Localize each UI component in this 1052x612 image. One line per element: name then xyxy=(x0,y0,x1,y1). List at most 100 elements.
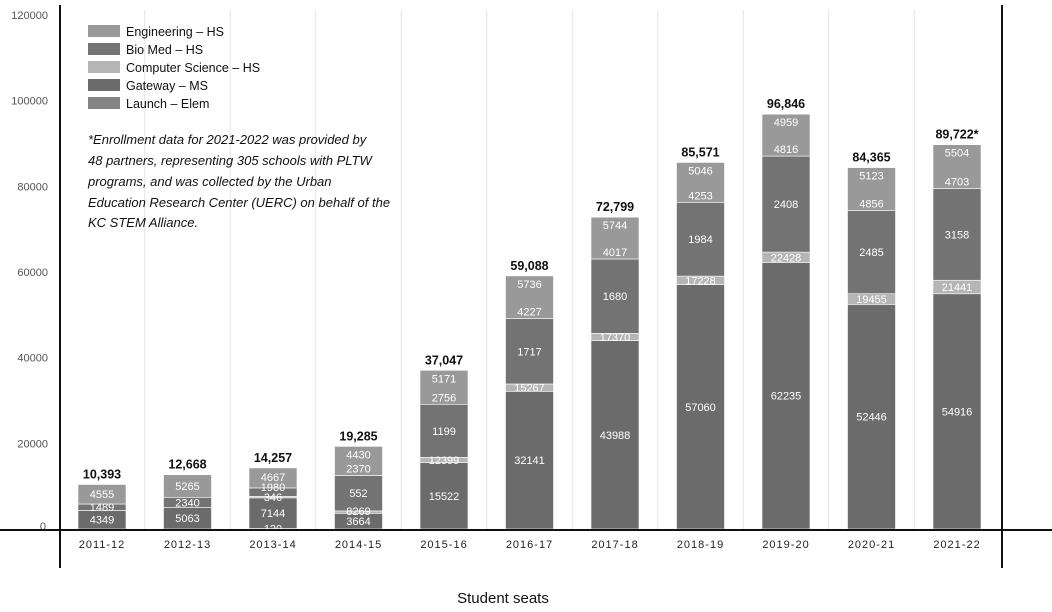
segment-value-label: 22428 xyxy=(771,252,802,264)
bar-total-label: 72,799 xyxy=(596,200,634,214)
segment-value-label: 2370 xyxy=(346,464,370,476)
segment-value-label: 1984 xyxy=(688,234,712,246)
segment-value-label: 552 xyxy=(349,488,367,500)
y-tick-label: 40000 xyxy=(17,353,48,365)
segment-value-label: 4667 xyxy=(261,472,285,484)
x-tick-label: 2013-14 xyxy=(249,539,296,551)
segment-value-label: 2408 xyxy=(774,199,798,211)
bar-segment xyxy=(505,275,554,319)
segment-value-label: 43988 xyxy=(600,430,631,442)
note-line-2: 48 partners, representing 305 schools wi… xyxy=(88,153,373,168)
legend-swatch-gateway xyxy=(88,79,120,91)
segment-value-label: 19455 xyxy=(856,294,887,306)
bar-segment xyxy=(248,497,298,529)
segment-value-label: 5504 xyxy=(945,148,969,160)
bar-segment xyxy=(77,484,127,505)
bar-segment xyxy=(847,304,896,530)
note-line-5: KC STEM Alliance. xyxy=(88,215,198,230)
bar-total-label: 89,722* xyxy=(935,128,978,142)
segment-value-label: 62235 xyxy=(771,391,802,403)
segment-value-label: 4017 xyxy=(603,247,627,259)
segment-value-label: 5063 xyxy=(175,513,199,525)
bar-total-label: 10,393 xyxy=(83,467,121,481)
segment-value-label: 4227 xyxy=(517,307,541,319)
bar-segment xyxy=(505,318,554,385)
segment-value-label: 32141 xyxy=(514,455,545,467)
x-axis-title: Student seats xyxy=(457,590,549,607)
x-tick-label: 2014-15 xyxy=(335,539,382,551)
x-tick-label: 2021-22 xyxy=(933,539,980,551)
segment-value-label: 4349 xyxy=(90,515,114,527)
x-tick-label: 2019-20 xyxy=(762,539,809,551)
segment-value-label: 346 xyxy=(264,492,282,504)
segment-value-label: 12399 xyxy=(429,455,460,467)
legend-swatch-cs xyxy=(88,61,120,73)
gridlines xyxy=(144,10,915,529)
bar-segment xyxy=(419,403,469,458)
y-tick-label: 20000 xyxy=(17,438,48,450)
segment-value-label: 4430 xyxy=(346,449,370,461)
bar-segment xyxy=(590,340,640,530)
bar-segment xyxy=(590,216,640,260)
legend-swatch-engineering xyxy=(88,25,120,37)
bar-segment xyxy=(761,113,811,157)
bar-total-label: 19,285 xyxy=(339,429,377,443)
segment-value-label: 4959 xyxy=(774,117,798,129)
bar-total-label: 84,365 xyxy=(852,151,890,165)
bar-segment xyxy=(590,258,640,334)
segment-value-label: 15522 xyxy=(429,491,460,503)
bar-segment xyxy=(847,210,896,295)
bar-total-label: 59,088 xyxy=(510,259,548,273)
segment-value-label: 3664 xyxy=(346,516,370,528)
segment-value-label: 1489 xyxy=(90,502,114,514)
segment-value-label: 17370 xyxy=(600,332,631,344)
bar-segment xyxy=(419,462,469,530)
bar-segment xyxy=(334,475,383,512)
y-tick-label: 80000 xyxy=(17,181,48,193)
segment-value-label: 1717 xyxy=(517,346,541,358)
x-tick-label: 2015-16 xyxy=(420,539,467,551)
segment-value-label: 5123 xyxy=(859,171,883,183)
data-labels: 43491489455510,39350632340526512,6681207… xyxy=(83,97,979,536)
bar-segment xyxy=(419,370,469,405)
x-tick-label: 2017-18 xyxy=(591,539,638,551)
note-line-4: Education Research Center (UERC) on beha… xyxy=(88,195,390,210)
note-line-1: *Enrollment data for 2021-2022 was provi… xyxy=(88,132,368,147)
bar-segment xyxy=(334,446,383,476)
segment-value-label: 5171 xyxy=(432,373,456,385)
legend-swatch-biomed xyxy=(88,43,120,55)
bar-segment xyxy=(847,167,896,211)
segment-value-label: 21441 xyxy=(942,282,973,294)
legend-swatch-launch xyxy=(88,97,120,109)
segment-value-label: 5265 xyxy=(175,481,199,493)
legend-label-engineering: Engineering – HS xyxy=(126,25,224,39)
segment-value-label: 54916 xyxy=(942,406,973,418)
bar-segment xyxy=(163,474,212,498)
legend-label-biomed: Bio Med – HS xyxy=(126,43,203,57)
note-line-3: programs, and was collected by the Urban xyxy=(87,174,332,189)
bar-total-label: 12,668 xyxy=(168,458,206,472)
segment-value-label: 57060 xyxy=(685,402,716,414)
bar-segment xyxy=(676,162,725,203)
bar-segment xyxy=(676,202,725,277)
bar-segment xyxy=(676,284,725,530)
segment-value-label: 4555 xyxy=(90,489,114,501)
segment-value-label: 17228 xyxy=(685,275,716,287)
segment-value-label: 4703 xyxy=(945,176,969,188)
legend-label-launch: Launch – Elem xyxy=(126,97,209,111)
axes: 0 20000 40000 60000 80000 100000 120000 2011-12… xyxy=(0,5,1052,568)
enrollment-note: *Enrollment data for 2021-2022 was provi… xyxy=(87,132,390,230)
segment-value-label: 1199 xyxy=(432,426,456,438)
x-tick-label: 2011-12 xyxy=(79,539,126,551)
x-tick-label: 2016-17 xyxy=(506,539,553,551)
segment-value-label: 2756 xyxy=(432,392,456,404)
segment-value-label: 15267 xyxy=(514,383,545,395)
y-tick-label: 0 xyxy=(40,521,46,533)
segment-value-label: 5046 xyxy=(688,165,712,177)
legend: Engineering – HS Bio Med – HS Computer S… xyxy=(88,25,260,111)
segment-value-label: 2485 xyxy=(859,247,883,259)
bar-total-label: 96,846 xyxy=(767,97,805,111)
segment-value-label: 52446 xyxy=(856,412,887,424)
segment-value-label: 1980 xyxy=(261,482,285,494)
